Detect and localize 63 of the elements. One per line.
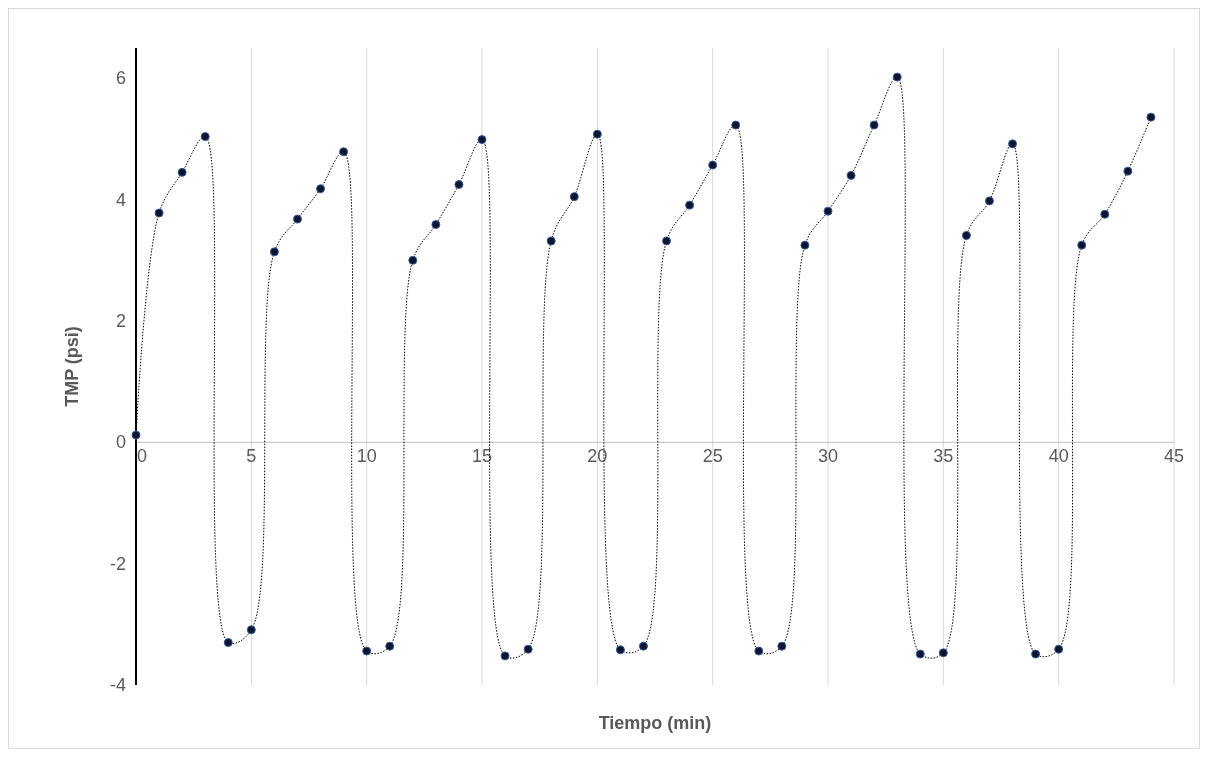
point xyxy=(200,132,210,142)
y-tick-label: 4 xyxy=(115,189,126,210)
y-axis-title: TMP (psi) xyxy=(62,326,82,407)
point xyxy=(592,129,602,139)
y-tick-label: 6 xyxy=(115,68,126,89)
point xyxy=(339,147,349,157)
point xyxy=(131,430,141,440)
point xyxy=(731,120,741,130)
y-tick-label: 2 xyxy=(115,311,126,331)
x-tick-label: 35 xyxy=(933,446,954,467)
point xyxy=(662,236,672,246)
point xyxy=(223,638,233,648)
point xyxy=(892,72,902,82)
x-tick-label: 30 xyxy=(817,446,839,467)
point xyxy=(1031,649,1041,659)
point xyxy=(523,644,533,654)
x-tick-label: 25 xyxy=(702,446,723,467)
x-tick-label: 20 xyxy=(587,446,608,467)
point xyxy=(269,247,279,257)
point xyxy=(869,120,879,130)
point xyxy=(1054,644,1064,654)
point xyxy=(177,167,187,177)
point xyxy=(1077,240,1087,250)
point xyxy=(685,200,695,210)
point xyxy=(777,641,787,651)
point xyxy=(800,240,810,250)
x-tick-label: 10 xyxy=(356,446,377,467)
point xyxy=(500,651,510,661)
point xyxy=(708,160,718,170)
point xyxy=(385,641,395,651)
x-tick-label: 0 xyxy=(136,446,148,467)
x-tick-label: 45 xyxy=(1163,446,1185,467)
point xyxy=(984,196,994,206)
point xyxy=(961,230,971,240)
point xyxy=(362,646,372,656)
x-axis-title: Tiempo (min) xyxy=(598,713,712,733)
point xyxy=(431,220,441,230)
point xyxy=(846,170,856,180)
y-tick-label: -2 xyxy=(109,553,126,574)
x-tick-label: 15 xyxy=(471,446,493,467)
point xyxy=(408,255,418,265)
point xyxy=(1146,112,1156,122)
y-tick-label: 0 xyxy=(115,432,126,453)
point xyxy=(546,236,556,246)
point xyxy=(569,192,579,202)
x-tick-label: 5 xyxy=(246,446,257,467)
point xyxy=(823,206,833,216)
x-tick-label: 40 xyxy=(1048,446,1069,467)
point xyxy=(477,135,487,145)
y-tick-label: -4 xyxy=(109,675,126,695)
point xyxy=(938,648,948,658)
point xyxy=(246,625,256,635)
point xyxy=(454,180,464,189)
point xyxy=(292,214,302,224)
point xyxy=(1008,139,1018,149)
point xyxy=(1100,209,1110,219)
point xyxy=(316,184,326,194)
point xyxy=(754,646,764,656)
point xyxy=(638,641,648,651)
point xyxy=(615,645,625,655)
point xyxy=(1123,166,1133,176)
point xyxy=(154,208,164,218)
point xyxy=(915,649,925,659)
